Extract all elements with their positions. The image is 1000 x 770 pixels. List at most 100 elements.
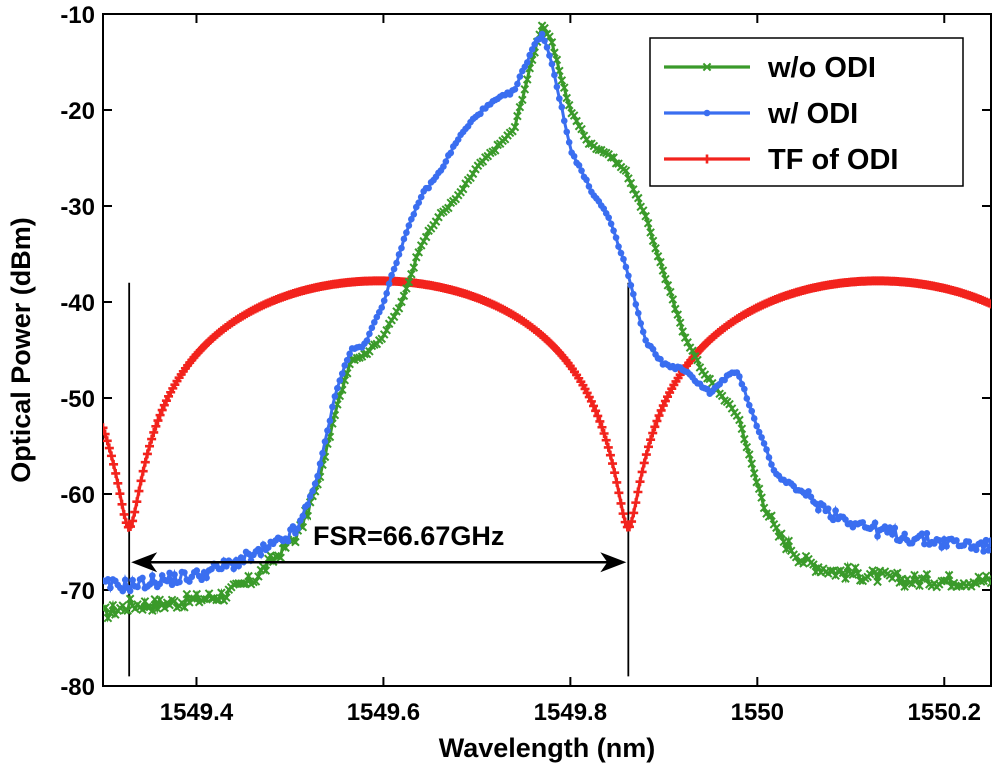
series-marker: [648, 236, 658, 246]
series-marker: [759, 503, 769, 513]
series-marker: [403, 229, 410, 236]
series-marker: [812, 500, 820, 508]
axis-ticks: [103, 13, 991, 687]
legend-label: w/ ODI: [767, 98, 858, 130]
series-marker: [371, 318, 378, 326]
x-tick-label: 1550: [731, 699, 784, 726]
tf-of-odi-marker: [591, 406, 601, 416]
series-marker: [646, 228, 655, 237]
series-marker: [379, 330, 389, 339]
series-marker: [874, 532, 881, 540]
tf-of-odi-marker: [104, 443, 114, 453]
series-marker: [553, 83, 561, 91]
series-marker: [538, 30, 546, 38]
series-marker: [468, 169, 478, 179]
series-marker: [815, 506, 822, 514]
series-marker: [607, 220, 615, 228]
series-marker: [546, 52, 553, 59]
legend-entry: TF of ODI: [664, 144, 898, 176]
series-marker: [160, 603, 169, 613]
series-marker: [382, 325, 391, 335]
fsr-annotation: FSR=66.67GHz: [131, 516, 627, 573]
series-marker: [651, 243, 660, 253]
series-marker: [551, 71, 558, 79]
series-marker: [754, 484, 764, 494]
series-marker: [156, 580, 164, 588]
series-marker: [171, 571, 178, 578]
series-marker: [695, 363, 705, 372]
series-marker: [918, 530, 926, 537]
tf-of-odi-marker: [648, 428, 658, 438]
series-marker: [921, 540, 928, 548]
series-marker: [680, 333, 690, 342]
series-marker: [832, 507, 839, 514]
series-marker: [977, 539, 985, 546]
series-marker: [666, 287, 675, 297]
series-marker: [819, 501, 827, 509]
series-marker: [148, 606, 157, 616]
series-marker: [760, 440, 768, 447]
tf-of-odi-marker: [147, 434, 157, 444]
series-marker: [410, 211, 418, 218]
series-marker: [668, 295, 678, 304]
series-marker: [559, 83, 569, 93]
y-tick-label: -10: [60, 2, 95, 29]
y-tick-label: -60: [60, 482, 95, 509]
series-marker: [705, 374, 715, 384]
tf-of-odi-marker: [637, 467, 647, 477]
tf-of-odi-marker: [119, 509, 129, 519]
series-marker: [444, 203, 453, 213]
x-tick-label: 1549.6: [347, 699, 420, 726]
series-marker: [255, 545, 262, 553]
series-marker: [658, 266, 668, 275]
series-marker: [466, 173, 475, 183]
series-marker: [193, 567, 201, 574]
series-marker: [923, 529, 931, 537]
x-tick-labels: 1549.4 1549.6 1549.8 1550 1550.2: [160, 699, 981, 726]
series-marker: [727, 404, 737, 413]
series-marker: [343, 356, 351, 364]
series-marker: [627, 281, 635, 289]
series-marker: [940, 536, 948, 543]
series-marker: [572, 116, 581, 126]
series-marker: [390, 265, 398, 273]
series-marker: [294, 525, 302, 532]
series-marker: [176, 578, 183, 586]
series-marker: [212, 595, 221, 605]
series-marker: [833, 566, 843, 576]
series-marker: [557, 76, 567, 85]
series-marker: [303, 511, 313, 521]
series-marker: [394, 304, 404, 313]
series-marker: [404, 277, 414, 287]
series-marker: [750, 415, 758, 422]
tf-of-odi-marker: [646, 435, 656, 445]
series-marker: [331, 393, 339, 400]
x-tick-label: 1549.4: [160, 699, 234, 726]
tf-of-odi-marker: [128, 516, 138, 526]
series-marker: [632, 301, 640, 308]
series-marker: [368, 324, 376, 332]
tf-of-odi-marker: [616, 498, 626, 508]
legend-label: w/o ODI: [767, 52, 876, 84]
series-marker: [309, 487, 316, 495]
series-marker: [138, 605, 147, 615]
series-marker: [615, 243, 622, 250]
tf-of-odi-marker: [155, 410, 165, 420]
series-marker: [329, 403, 336, 411]
series-marker: [415, 199, 423, 206]
plot-area: [102, 13, 992, 687]
series-marker: [510, 122, 520, 132]
series-marker: [513, 111, 522, 121]
series-marker: [577, 124, 586, 134]
series-marker: [289, 523, 297, 530]
tf-of-odi-marker: [130, 507, 140, 517]
series-marker: [129, 576, 136, 584]
series-marker: [106, 608, 115, 618]
tf-of-odi-marker: [140, 457, 150, 467]
series-marker: [564, 100, 574, 110]
series-marker: [683, 338, 692, 347]
series-marker: [915, 581, 924, 591]
series-marker: [599, 147, 609, 157]
series-marker: [971, 579, 981, 588]
series-marker: [688, 346, 697, 356]
